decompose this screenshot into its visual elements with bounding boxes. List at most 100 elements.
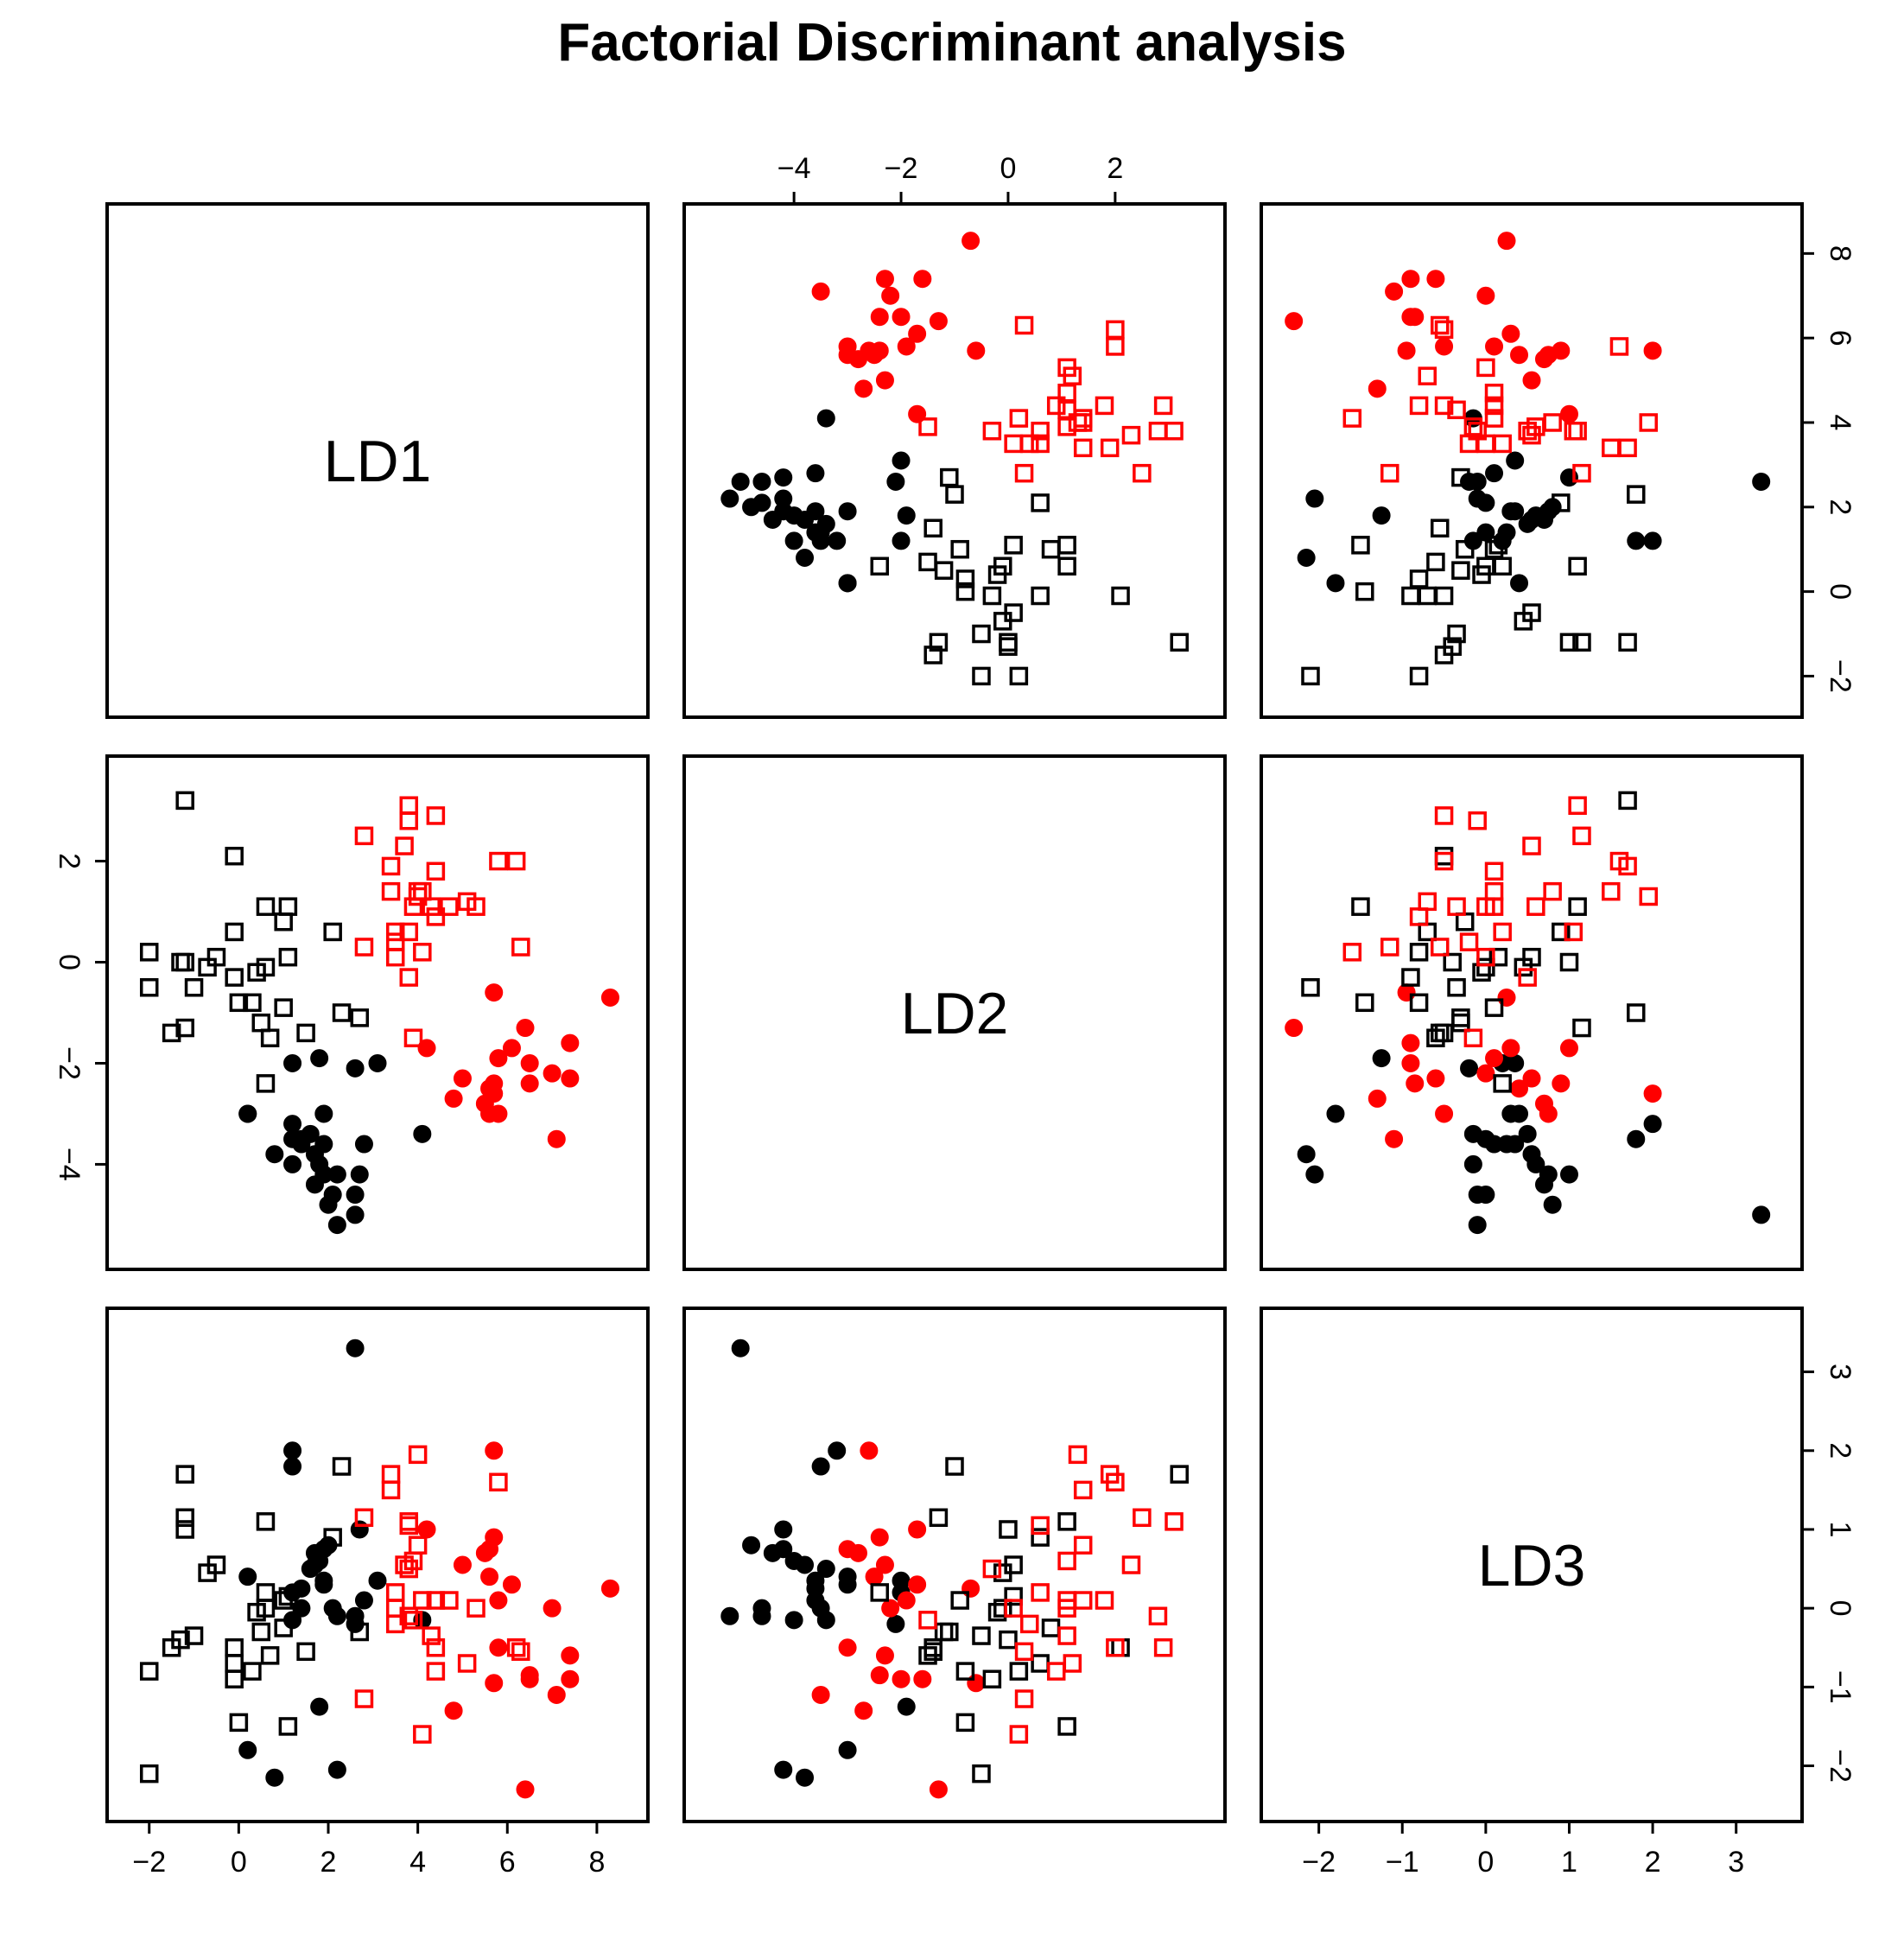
point-74-r1c2 <box>1493 1074 1512 1093</box>
point-31-r0c2 <box>1385 282 1404 301</box>
point-45-r1c2 <box>1510 1079 1529 1098</box>
point-100-r1c0 <box>403 1028 423 1047</box>
point-53-r1c0 <box>225 922 244 942</box>
point-81-r2c1 <box>1121 1555 1141 1574</box>
point-27-r2c1 <box>816 1560 835 1579</box>
point-39-r1c2 <box>1539 1104 1558 1123</box>
diagonal-labels: LD1 LD2 LD3 <box>324 429 1586 1599</box>
point-57-r1c0 <box>198 957 217 977</box>
point-57-r2c0 <box>198 1563 217 1582</box>
point-43-r0c1 <box>967 341 986 360</box>
point-77-r0c1 <box>1165 422 1184 441</box>
point-97-r1c0 <box>385 947 405 967</box>
point-30-r0c2 <box>1426 270 1445 289</box>
point-94-r1c0 <box>426 907 446 926</box>
tick-label: 0 <box>1824 1600 1856 1617</box>
point-19-r2c1 <box>784 1611 803 1630</box>
point-13-r2c0 <box>314 1575 333 1594</box>
point-67-r2c1 <box>934 1622 954 1642</box>
point-42-r0c2 <box>1368 379 1387 398</box>
point-31-r2c1 <box>811 1685 830 1704</box>
tick-label: 4 <box>409 1846 426 1879</box>
point-42-r2c1 <box>854 1701 873 1720</box>
tick-label: 6 <box>499 1846 516 1879</box>
point-41-r0c2 <box>1522 371 1541 390</box>
point-44-r2c1 <box>908 1520 927 1539</box>
point-75-r2c1 <box>1057 1717 1076 1736</box>
point-1-r2c1 <box>828 1441 847 1460</box>
point-49-r0c2 <box>1434 586 1454 606</box>
point-71-r2c0 <box>162 1637 181 1657</box>
point-83-r1c0 <box>506 851 526 871</box>
point-37-r1c2 <box>1501 1039 1520 1058</box>
point-34-r2c1 <box>892 1669 911 1688</box>
point-42-r0c1 <box>854 379 873 398</box>
point-57-r0c1 <box>993 612 1012 631</box>
point-70-r2c0 <box>296 1642 315 1662</box>
point-63-r1c0 <box>184 978 204 997</box>
point-94-r2c0 <box>426 1662 446 1681</box>
point-97-r1c2 <box>1476 947 1495 967</box>
point-77-r2c0 <box>399 1512 419 1531</box>
point-93-r0c1 <box>1057 358 1076 378</box>
point-41-r1c0 <box>453 1069 472 1088</box>
point-44-r0c2 <box>1559 404 1578 423</box>
point-33-r1c0 <box>516 1019 535 1038</box>
point-46-r1c2 <box>1406 1074 1425 1093</box>
point-59-r1c2 <box>1472 963 1491 982</box>
diag-label-LD1: LD1 <box>324 429 432 494</box>
point-88-r2c1 <box>1073 1591 1093 1610</box>
point-50-r2c1 <box>1057 1512 1076 1531</box>
point-75-r1c0 <box>278 897 298 916</box>
tick-label: 3 <box>1824 1364 1856 1380</box>
point-72-r2c0 <box>175 1508 194 1528</box>
point-37-r1c0 <box>502 1039 521 1058</box>
point-47-r2c0 <box>489 1638 508 1657</box>
point-48-r2c1 <box>1170 1465 1189 1484</box>
point-41-r0c1 <box>875 371 894 390</box>
panel-frame-2-1 <box>682 1307 1227 1823</box>
point-46-r0c1 <box>870 308 889 327</box>
point-82-r0c2 <box>1609 337 1629 356</box>
point-101-r2c0 <box>413 1725 432 1744</box>
point-20-r1c2 <box>1468 1216 1487 1235</box>
point-60-r1c0 <box>139 943 159 962</box>
point-1-r0c2 <box>1643 531 1662 550</box>
point-67-r1c0 <box>251 1013 271 1033</box>
point-42-r1c2 <box>1368 1089 1387 1108</box>
point-97-r2c1 <box>1004 1599 1023 1618</box>
point-86-r2c0 <box>381 1480 401 1500</box>
point-17-r2c1 <box>816 1611 835 1630</box>
point-35-r0c2 <box>1485 337 1504 356</box>
point-49-r2c1 <box>1111 1637 1130 1657</box>
point-76-r0c1 <box>955 569 975 588</box>
point-33-r0c1 <box>929 312 948 331</box>
point-18-r2c1 <box>886 1614 905 1633</box>
point-70-r1c2 <box>1430 1023 1450 1043</box>
tick-label: 2 <box>321 1846 337 1879</box>
point-57-r0c2 <box>1514 612 1533 631</box>
tick-label: −2 <box>53 1046 86 1080</box>
point-84-r0c2 <box>1618 438 1637 458</box>
point-48-r1c0 <box>175 791 194 811</box>
point-87-r2c1 <box>1073 1536 1093 1555</box>
point-48-r0c1 <box>1170 633 1189 652</box>
point-93-r2c1 <box>1057 1599 1076 1618</box>
point-77-r1c0 <box>399 796 419 815</box>
point-24-r1c0 <box>327 1165 346 1184</box>
point-49-r2c0 <box>225 1637 244 1657</box>
point-78-r1c0 <box>399 811 419 830</box>
point-99-r1c0 <box>399 968 419 987</box>
tick-label: −2 <box>1824 1749 1856 1783</box>
point-87-r2c0 <box>408 1536 428 1555</box>
point-80-r1c2 <box>1572 826 1591 846</box>
point-57-r1c2 <box>1514 957 1533 977</box>
point-20-r0c2 <box>1468 489 1487 508</box>
point-67-r2c0 <box>251 1622 271 1642</box>
point-62-r0c2 <box>1401 586 1420 606</box>
point-35-r0c1 <box>897 337 916 356</box>
point-68-r2c0 <box>332 1457 352 1476</box>
tick-label: 8 <box>588 1846 605 1879</box>
point-84-r2c1 <box>1100 1465 1120 1484</box>
point-51-r2c1 <box>1041 1618 1061 1637</box>
